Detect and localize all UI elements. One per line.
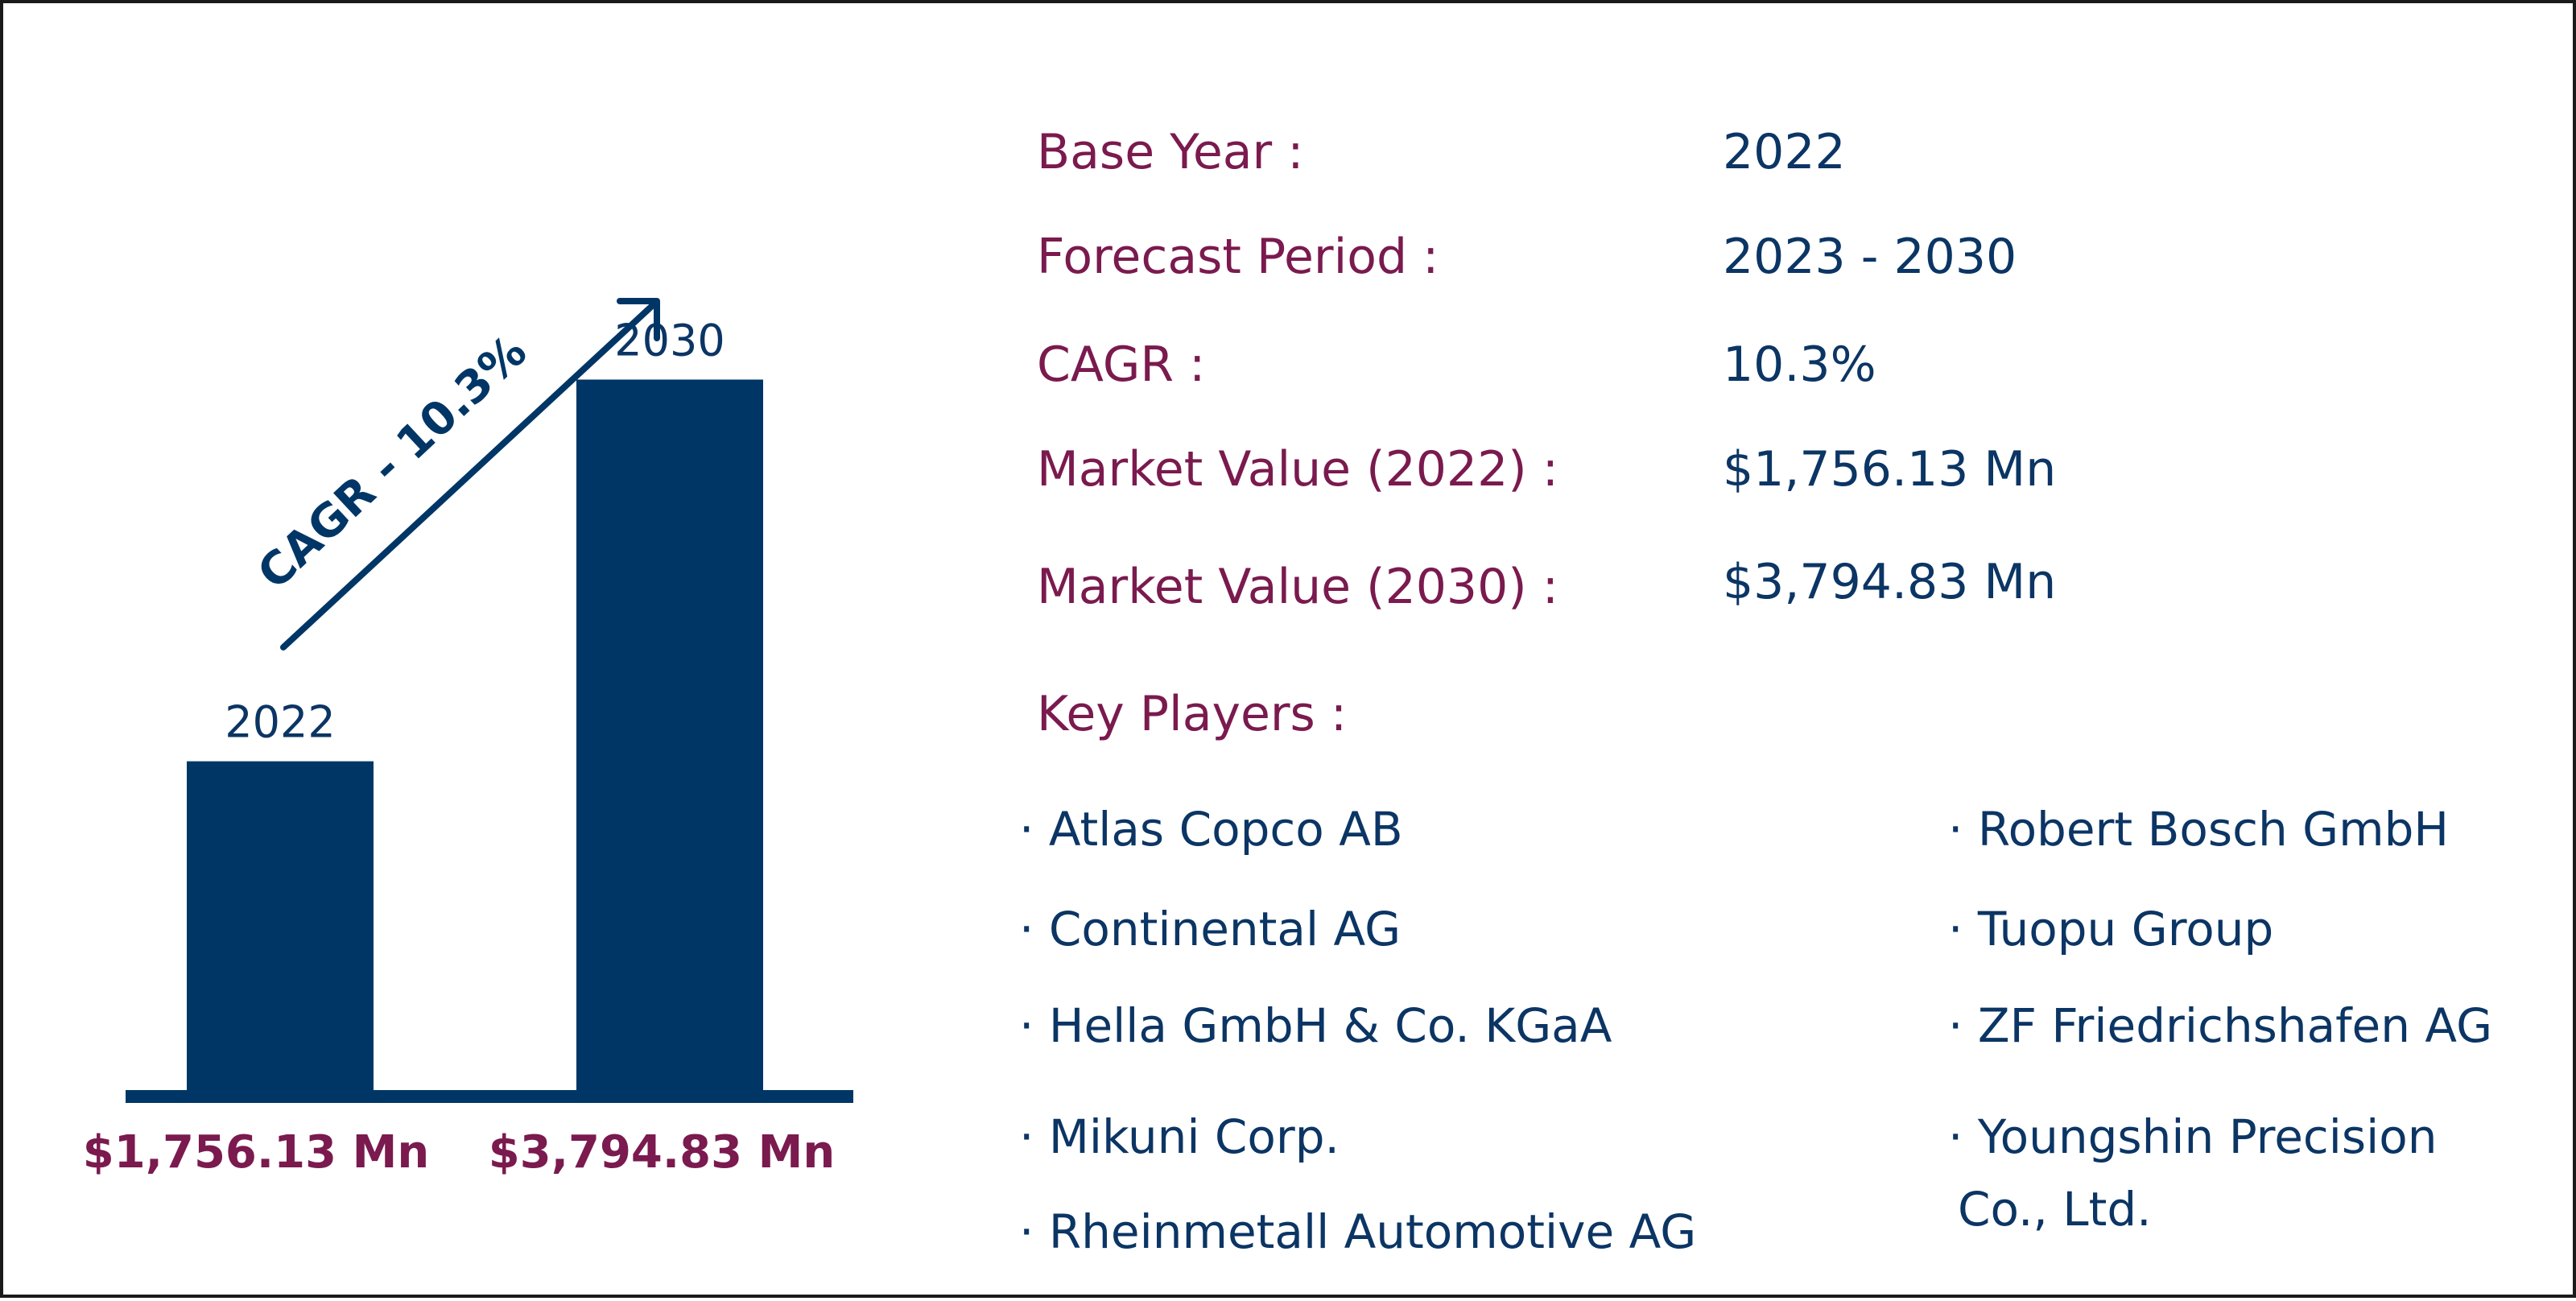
player-right-4: · Youngshin Precision bbox=[1948, 1109, 2438, 1164]
player-right-1: · Robert Bosch GmbH bbox=[1948, 802, 2450, 857]
bar-2030 bbox=[576, 379, 763, 1090]
cagr-label: CAGR : bbox=[1037, 337, 1206, 393]
player-right-5: Co., Ltd. bbox=[1958, 1182, 2152, 1237]
market-value-2022-value: $1,756.13 Mn bbox=[1723, 441, 2057, 498]
cagr-annotation: CAGR - 10.3% bbox=[248, 325, 537, 600]
player-left-4: · Mikuni Corp. bbox=[1019, 1109, 1340, 1164]
market-value-2030-value: $3,794.83 Mn bbox=[1723, 554, 2057, 610]
base-year-value: 2022 bbox=[1723, 124, 1846, 180]
value-label-group: $1,756.13 Mn $3,794.83 Mn bbox=[83, 1126, 835, 1179]
market-value-2030-label: Market Value (2030) : bbox=[1037, 559, 1558, 615]
cagr-value: 10.3% bbox=[1723, 337, 1876, 393]
forecast-period-value: 2023 - 2030 bbox=[1723, 229, 2017, 285]
cagr-arrow-head bbox=[617, 298, 660, 341]
key-players-label: Key Players : bbox=[1037, 686, 1348, 742]
player-left-3: · Hella GmbH & Co. KGaA bbox=[1019, 998, 1612, 1053]
bar-2022 bbox=[187, 761, 374, 1090]
player-right-2: · Tuopu Group bbox=[1948, 902, 2274, 956]
base-year-label: Base Year : bbox=[1037, 124, 1304, 180]
player-left-1: · Atlas Copco AB bbox=[1019, 802, 1403, 857]
player-right-3: · ZF Friedrichshafen AG bbox=[1948, 998, 2493, 1053]
category-label-2022: 2022 bbox=[225, 697, 335, 748]
player-left-2: · Continental AG bbox=[1019, 902, 1402, 956]
player-left-5: · Rheinmetall Automotive AG bbox=[1019, 1204, 1697, 1259]
value-label-2030: $3,794.83 Mn bbox=[489, 1126, 835, 1179]
forecast-period-label: Forecast Period : bbox=[1037, 229, 1439, 285]
cagr-arrow-line bbox=[280, 303, 655, 650]
market-value-2022-label: Market Value (2022) : bbox=[1037, 441, 1558, 498]
bar-group bbox=[187, 379, 763, 1090]
value-label-2022: $1,756.13 Mn bbox=[83, 1126, 429, 1179]
